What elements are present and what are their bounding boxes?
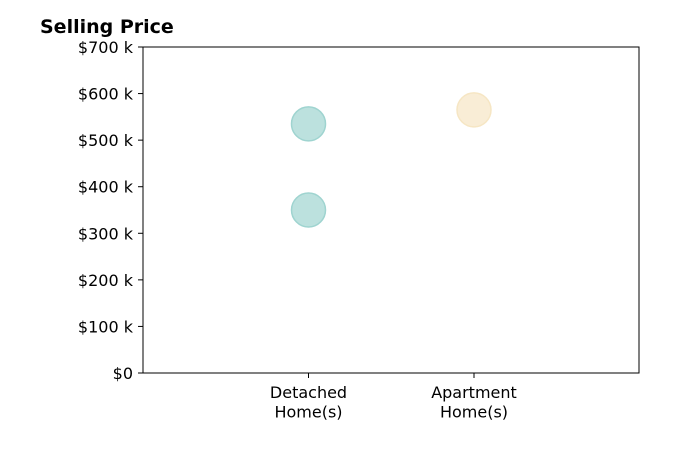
x-tick-label: Detached [270, 383, 347, 402]
y-tick-label: $500 k [78, 131, 134, 150]
plot-area [142, 46, 640, 374]
y-tick-label: $200 k [78, 271, 134, 290]
data-points [290, 92, 492, 228]
y-tick-label: $300 k [78, 224, 134, 243]
x-tick-label: Home(s) [274, 403, 342, 422]
y-tick-label: $400 k [78, 178, 134, 197]
data-point [290, 192, 327, 228]
y-tick-label: $700 k [78, 38, 134, 57]
chart-title: Selling Price [40, 16, 174, 38]
data-point [290, 106, 327, 142]
y-axis: $0 $100 k $200 k $300 k $400 k $500 k $600 k $7… [78, 38, 143, 383]
y-tick-label: $100 k [78, 317, 134, 336]
x-tick-label: Home(s) [440, 403, 508, 422]
y-tick-label: $600 k [78, 85, 134, 104]
data-point [456, 92, 492, 128]
x-tick-label: Apartment [431, 383, 517, 402]
y-tick-label: $0 [113, 364, 133, 383]
